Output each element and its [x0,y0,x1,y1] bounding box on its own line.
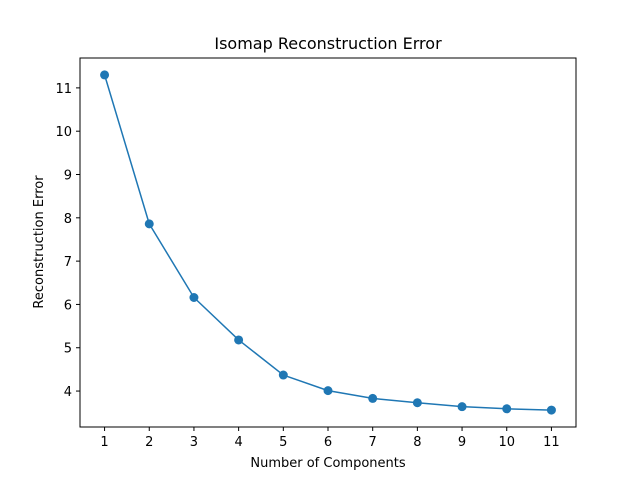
y-tick-label: 8 [64,212,72,227]
y-tick-label: 4 [64,385,72,400]
data-point [100,70,110,80]
data-point [234,335,244,345]
data-point [502,404,512,414]
y-tick-label: 10 [55,125,72,140]
x-tick-label: 2 [145,435,153,450]
data-point [412,398,422,408]
x-tick-label: 8 [413,435,421,450]
data-point [278,370,288,380]
y-tick-label: 9 [64,169,72,184]
chart-title: Isomap Reconstruction Error [214,34,442,53]
x-tick-label: 6 [324,435,332,450]
x-tick-label: 7 [369,435,377,450]
data-point [323,386,333,396]
series-layer [100,70,556,415]
x-tick-label: 3 [190,435,198,450]
x-tick-label: 10 [498,435,515,450]
y-tick-label: 7 [64,255,72,270]
x-tick-label: 4 [234,435,242,450]
x-tick-label: 1 [100,435,108,450]
data-point [546,405,556,415]
y-axis-ticks: 4 5 6 7 8 9 10 11 [55,82,80,400]
x-tick-label: 11 [543,435,560,450]
x-tick-label: 9 [458,435,466,450]
y-tick-label: 6 [64,298,72,313]
y-tick-label: 5 [64,342,72,357]
plot-frame [79,57,577,428]
y-axis-title: Reconstruction Error [32,175,47,309]
x-axis-title: Number of Components [250,456,405,471]
data-point [189,293,199,303]
data-point [144,219,154,229]
x-axis-ticks: 1 2 3 4 5 6 7 8 9 10 11 [100,427,560,450]
data-point [457,402,467,412]
x-tick-label: 5 [279,435,287,450]
y-tick-label: 11 [55,82,72,97]
data-point [368,393,378,403]
